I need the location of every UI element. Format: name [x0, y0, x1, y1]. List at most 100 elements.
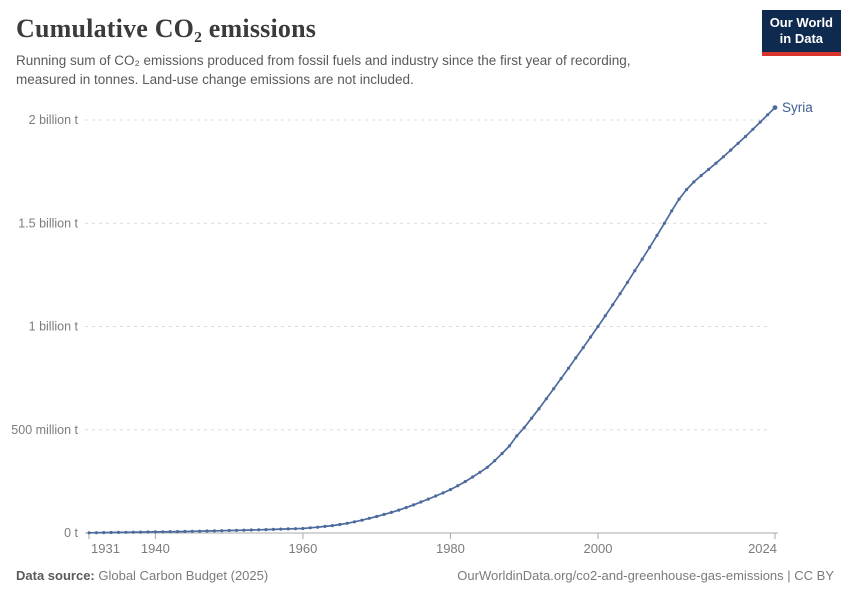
data-point-marker [382, 512, 386, 517]
data-point-marker [139, 530, 143, 534]
data-point-marker [766, 113, 770, 117]
data-point-marker [131, 530, 135, 534]
data-point-marker [625, 280, 630, 284]
data-point-marker [316, 525, 320, 529]
data-point-marker [338, 522, 342, 527]
data-point-marker [692, 180, 696, 184]
data-point-marker [146, 530, 150, 534]
data-point-marker [161, 530, 165, 534]
data-point-marker [471, 475, 475, 479]
data-point-marker [94, 531, 98, 535]
data-point-marker [566, 366, 571, 370]
data-point-marker [463, 480, 467, 484]
y-tick-label: 1 billion t [29, 320, 79, 334]
data-point-marker [242, 528, 246, 532]
x-tick-label: 1960 [288, 541, 317, 556]
y-tick-label: 500 million t [11, 423, 78, 437]
data-point-marker [367, 516, 371, 520]
end-point-marker [772, 105, 778, 110]
data-point-marker [102, 531, 106, 535]
data-point-marker [412, 503, 416, 507]
data-point-marker [375, 514, 379, 519]
data-point-marker [751, 127, 755, 131]
data-point-marker [301, 526, 305, 531]
x-tick-label: 1931 [91, 541, 120, 556]
data-point-marker [397, 508, 401, 512]
data-point-marker [212, 529, 216, 533]
data-point-marker [515, 434, 519, 438]
data-point-marker [330, 524, 334, 528]
data-point-marker [279, 527, 283, 531]
data-point-marker [618, 292, 622, 296]
data-point-marker [662, 221, 667, 225]
y-tick-label: 2 billion t [29, 113, 79, 127]
owid-logo-line-2: in Data [779, 31, 824, 47]
emissions-line [88, 106, 776, 534]
data-point-marker [640, 257, 644, 261]
data-point-marker [448, 488, 452, 492]
data-point-marker [234, 528, 239, 533]
data-point-marker [736, 141, 740, 145]
data-point-marker [485, 465, 489, 469]
data-point-marker [699, 173, 703, 178]
chart-subtitle: Running sum of CO₂ emissions produced fr… [16, 52, 834, 89]
chart-header: Cumulative CO₂ emissions Running sum of … [16, 10, 841, 89]
data-point-marker [434, 494, 438, 498]
chart-footer: Data source: Global Carbon Budget (2025)… [16, 568, 834, 583]
data-point-marker [124, 530, 128, 534]
data-point-marker [537, 407, 541, 411]
data-source: Data source: Global Carbon Budget (2025) [16, 568, 268, 583]
data-point-marker [419, 500, 423, 504]
data-point-marker [205, 529, 209, 533]
data-point-marker [198, 529, 202, 533]
data-point-marker [493, 459, 497, 463]
data-point-marker [478, 470, 482, 474]
entity-label-syria[interactable]: Syria [782, 100, 813, 115]
data-point-marker [721, 155, 726, 159]
data-point-marker [257, 528, 261, 532]
data-point-marker [655, 233, 659, 237]
data-point-marker [559, 376, 563, 381]
data-point-marker [729, 148, 733, 152]
owid-logo[interactable]: Our World in Data [761, 10, 841, 56]
data-point-marker [633, 269, 637, 273]
data-point-marker [153, 530, 157, 534]
data-point-marker [441, 491, 445, 495]
data-point-marker [175, 530, 180, 534]
data-point-marker [544, 397, 548, 401]
data-point-marker [758, 120, 762, 124]
data-point-marker [293, 527, 298, 531]
data-point-marker [404, 506, 408, 510]
data-point-marker [323, 524, 327, 529]
data-point-marker [743, 134, 748, 139]
data-point-marker [611, 303, 615, 307]
page-title: Cumulative CO₂ emissions [16, 14, 317, 43]
y-tick-label: 0 t [64, 526, 78, 540]
data-point-marker [308, 526, 312, 530]
data-point-marker [116, 530, 121, 535]
data-point-marker [500, 451, 504, 456]
data-point-marker [220, 529, 224, 533]
owid-logo-line-1: Our World [769, 15, 833, 30]
data-point-marker [530, 416, 534, 420]
y-tick-label: 1.5 billion t [18, 216, 78, 230]
x-tick-label: 1940 [141, 541, 170, 556]
data-point-marker [286, 527, 290, 531]
data-point-marker [574, 356, 578, 360]
data-point-marker [707, 167, 711, 171]
data-point-marker [352, 520, 357, 524]
data-point-marker [603, 314, 607, 318]
data-source-value: Global Carbon Budget (2025) [94, 568, 269, 583]
data-point-marker [684, 188, 689, 192]
x-tick-label: 1980 [436, 541, 465, 556]
data-point-marker [456, 484, 460, 488]
data-point-marker [522, 426, 526, 430]
data-point-marker [168, 530, 172, 534]
data-source-label: Data source: [16, 568, 95, 583]
data-point-marker [426, 497, 430, 501]
data-point-marker [227, 528, 231, 533]
data-point-marker [648, 245, 652, 249]
x-tick-label: 2024 [748, 541, 777, 556]
